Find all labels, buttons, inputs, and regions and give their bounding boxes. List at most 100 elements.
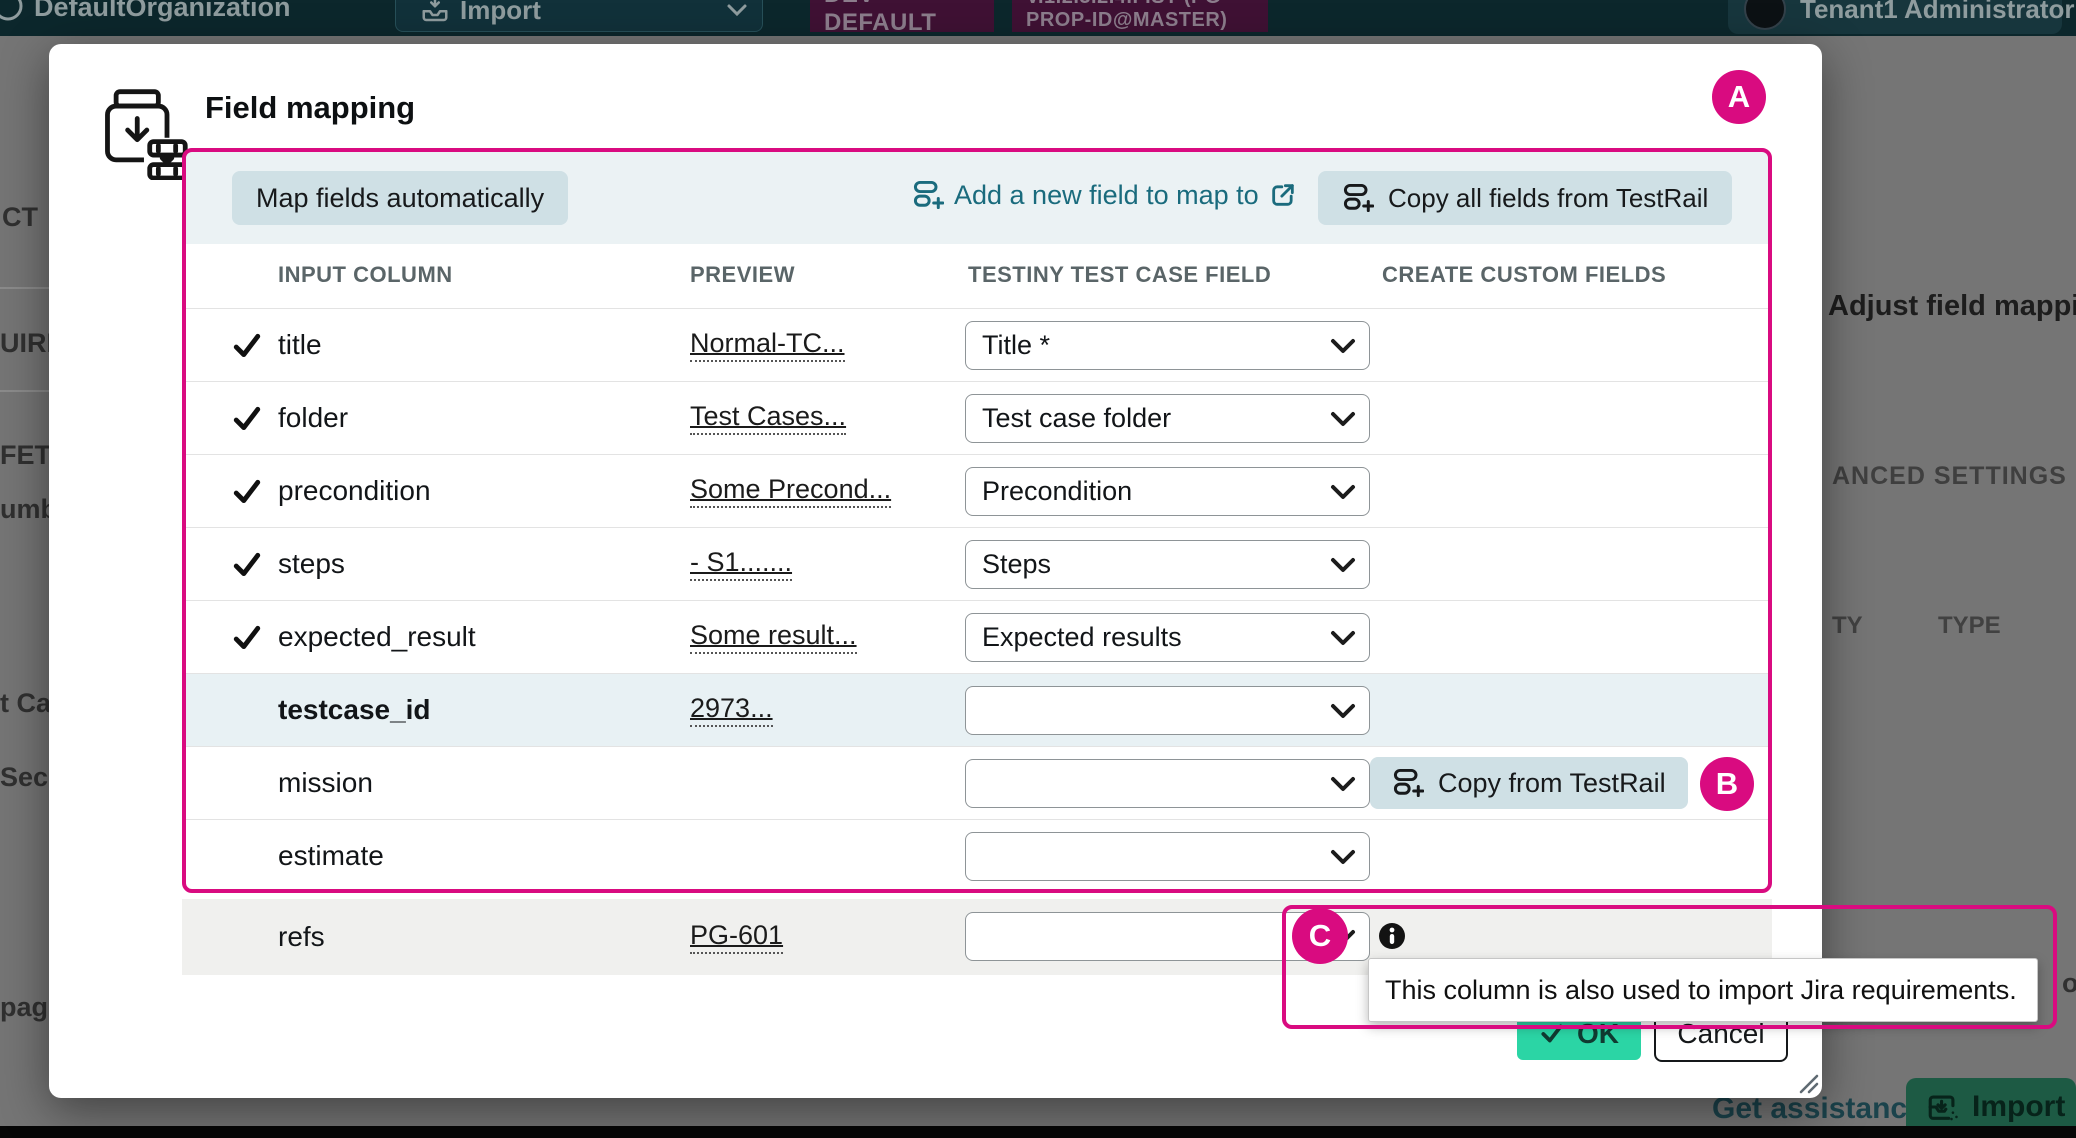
field-select[interactable]: Title * [965,321,1370,370]
field-select[interactable]: Expected results [965,613,1370,662]
check-icon [233,479,261,504]
field-select[interactable] [965,759,1370,808]
bg-fragment: o [2062,968,2076,998]
cancel-label: Cancel [1677,1018,1765,1049]
preview-link[interactable]: Normal-TC... [690,328,845,362]
input-column-label: refs [278,921,325,952]
input-column-label: expected_result [278,621,476,652]
input-column-label: steps [278,548,345,579]
chevron-down-icon [1331,485,1355,499]
table-row-precondition: precondition Some Precond... Preconditio… [186,454,1768,527]
annotation-badge-b: B [1700,757,1754,811]
preview-link[interactable]: - S1....... [690,547,793,581]
input-column-label: testcase_id [278,694,431,725]
preview-link[interactable]: Test Cases... [690,401,847,435]
copy-fields-icon [1393,768,1424,798]
input-column-label: estimate [278,840,384,871]
add-new-field-link[interactable]: Add a new field to map to [912,179,1297,211]
input-column-label: mission [278,767,373,798]
import-dropdown[interactable]: Import [395,0,763,32]
dialog-title: Field mapping [205,90,416,125]
app-topbar: DefaultOrganization Import DEV-DEFAULT V… [0,0,2076,36]
bg-fragment: umb [0,494,57,524]
check-icon [233,333,261,358]
version-badge: V.1.2.3.2.4.FIST (PG-PROP-ID@MASTER) [1012,0,1268,32]
col-header-preview: PREVIEW [690,262,795,287]
chevron-down-icon [1331,704,1355,718]
chevron-down-icon [1331,412,1355,426]
external-link-icon [1271,184,1294,206]
resize-handle[interactable] [1789,1064,1819,1094]
env-badge: DEV-DEFAULT [810,0,994,36]
import-submit-label: Import [1972,1090,2066,1123]
chevron-down-icon [1331,339,1355,353]
table-row-steps: steps - S1....... Steps [186,527,1768,600]
advanced-settings-label: ANCED SETTINGS [1832,462,2067,490]
copy-from-testrail-label: Copy from TestRail [1438,767,1666,798]
info-icon[interactable] [1377,921,1407,951]
divider [0,287,49,289]
bg-column-header: TY [1832,612,1863,639]
copy-fields-icon [1343,183,1374,213]
field-select[interactable] [965,686,1370,735]
check-icon [233,625,261,650]
chevron-down-icon [1331,631,1355,645]
preview-link[interactable]: 2973... [690,693,773,727]
avatar [1744,0,1786,30]
import-dropdown-label: Import [460,0,541,25]
input-column-label: title [278,329,322,360]
table-row-testcase-id: testcase_id 2973... [186,673,1768,746]
bg-fragment: pag [0,992,49,1022]
copy-from-testrail-button[interactable]: Copy from TestRail [1370,757,1688,809]
import-icon [1928,1095,1958,1121]
map-fields-automatically-button[interactable]: Map fields automatically [232,171,569,225]
org-icon [0,0,23,21]
col-header-input-column: INPUT COLUMN [278,262,453,287]
chevron-down-icon [727,4,747,17]
ok-check-icon [1541,1024,1563,1043]
user-name: Tenant1 Administrator1 [1800,0,2076,24]
import-tray-icon [422,0,448,22]
col-header-custom-fields: CREATE CUSTOM FIELDS [1382,262,1667,287]
field-select[interactable]: Test case folder [965,394,1370,443]
preview-link[interactable]: Some Precond... [690,474,892,508]
annotation-badge-a: A [1712,70,1766,124]
org-name[interactable]: DefaultOrganization [34,0,291,22]
ok-label: OK [1577,1018,1619,1049]
map-fields-automatically-label: Map fields automatically [256,182,545,213]
adjust-field-mapping-label: Adjust field mapping [1828,290,2076,322]
check-icon [233,406,261,431]
copy-all-fields-button[interactable]: Copy all fields from TestRail [1318,171,1733,225]
copy-all-fields-label: Copy all fields from TestRail [1388,182,1709,213]
chevron-down-icon [1331,850,1355,864]
col-header-testiny-field: TESTINY TEST CASE FIELD [968,262,1272,287]
user-menu[interactable]: Tenant1 Administrator1 [1728,0,2076,34]
field-select[interactable]: Steps [965,540,1370,589]
check-icon [233,552,261,577]
add-new-field-label: Add a new field to map to [954,179,1259,210]
divider [0,390,49,392]
add-field-icon [913,180,944,210]
table-row-folder: folder Test Cases... Test case folder [186,381,1768,454]
chevron-down-icon [1331,777,1355,791]
bg-fragment: Sec [0,762,49,792]
table-row-mission: mission Copy from TestRail B [186,746,1768,819]
table-row-title: title Normal-TC... Title * [186,308,1768,381]
annotation-badge-c: C [1292,908,1348,964]
table-row-expected-result: expected_result Some result... Expected … [186,600,1768,673]
field-mapping-icon [105,89,191,180]
bg-column-header: TYPE [1938,612,2001,639]
input-column-label: folder [278,402,349,433]
preview-link[interactable]: Some result... [690,620,857,654]
field-select[interactable] [965,832,1370,881]
chevron-down-icon [1331,558,1355,572]
tooltip: This column is also used to import Jira … [1368,958,2038,1022]
field-mapping-dialog: Field mapping A Map fields automatically… [49,44,2057,1098]
bg-fragment: t Ca [0,688,52,718]
bottom-bar [0,1126,2076,1138]
preview-link[interactable]: PG-601 [690,920,784,954]
table-row-estimate: estimate [186,819,1768,892]
field-select[interactable]: Precondition [965,467,1370,516]
input-column-label: precondition [278,475,431,506]
